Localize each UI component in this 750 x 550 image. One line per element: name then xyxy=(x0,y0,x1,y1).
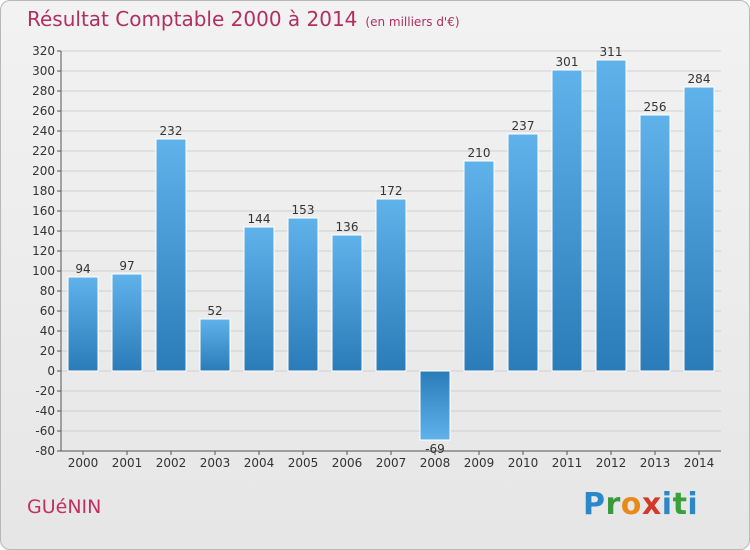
x-tick-label: 2004 xyxy=(244,456,275,470)
commune-name: GUéNIN xyxy=(27,496,102,518)
bar-2012 xyxy=(595,59,627,372)
logo-letter: P xyxy=(583,487,606,522)
chart-title-main: Résultat Comptable 2000 à 2014 xyxy=(27,7,358,31)
y-tick-label: 120 xyxy=(32,244,55,258)
y-tick-label: 300 xyxy=(32,64,55,78)
x-tick-label: 2013 xyxy=(640,456,671,470)
y-tick-label: 280 xyxy=(32,84,55,98)
y-tick-label: 0 xyxy=(47,364,55,378)
axis-layer: -80-60-40-200204060801001201401601802002… xyxy=(32,44,721,470)
bar-2003 xyxy=(199,318,231,372)
x-tick-label: 2005 xyxy=(288,456,319,470)
x-tick-label: 2000 xyxy=(68,456,99,470)
y-tick-label: 240 xyxy=(32,124,55,138)
y-tick-label: -20 xyxy=(35,384,55,398)
label-layer: 94 97 232 52 144 153 136 172 -69 210 237 301 311 256 2… xyxy=(75,45,710,456)
data-label-2013: 256 xyxy=(644,100,667,114)
x-tick-label: 2006 xyxy=(332,456,363,470)
y-tick-label: 60 xyxy=(40,304,55,318)
y-tick-label: 220 xyxy=(32,144,55,158)
x-tick-label: 2012 xyxy=(596,456,627,470)
y-tick-label: -60 xyxy=(35,424,55,438)
y-tick-label: 40 xyxy=(40,324,55,338)
x-tick-label: 2009 xyxy=(464,456,495,470)
bar-2000 xyxy=(67,276,99,372)
bar-2013 xyxy=(639,114,671,372)
bar-2011 xyxy=(551,69,583,372)
bar-2002 xyxy=(155,138,187,372)
y-tick-label: 260 xyxy=(32,104,55,118)
data-label-2012: 311 xyxy=(600,45,623,59)
x-tick-label: 2014 xyxy=(684,456,715,470)
y-tick-label: 160 xyxy=(32,204,55,218)
logo-letter: t xyxy=(672,487,688,522)
logo-letter: x xyxy=(641,487,662,522)
proxiti-logo: Proxiti xyxy=(583,487,698,522)
data-label-2006: 136 xyxy=(336,220,359,234)
bar-layer xyxy=(67,59,715,441)
data-label-2003: 52 xyxy=(207,304,222,318)
data-label-2004: 144 xyxy=(248,212,271,226)
y-tick-label: 200 xyxy=(32,164,55,178)
data-label-2011: 301 xyxy=(556,55,579,69)
y-tick-label: 80 xyxy=(40,284,55,298)
y-tick-label: 320 xyxy=(32,44,55,58)
chart-title: Résultat Comptable 2000 à 2014 (en millie… xyxy=(27,7,460,31)
x-tick-label: 2002 xyxy=(156,456,187,470)
y-tick-label: -80 xyxy=(35,444,55,458)
x-tick-label: 2008 xyxy=(420,456,451,470)
bar-2005 xyxy=(287,217,319,372)
y-tick-label: 180 xyxy=(32,184,55,198)
data-label-2001: 97 xyxy=(119,259,134,273)
logo-letter: o xyxy=(620,487,642,522)
logo-letter: i xyxy=(661,487,673,522)
data-label-2010: 237 xyxy=(512,119,535,133)
logo-letter: r xyxy=(605,487,621,522)
data-label-2002: 232 xyxy=(160,124,183,138)
y-tick-label: 100 xyxy=(32,264,55,278)
bar-2009 xyxy=(463,160,495,372)
data-label-2014: 284 xyxy=(688,72,711,86)
data-label-2008: -69 xyxy=(425,442,445,456)
x-tick-label: 2011 xyxy=(552,456,583,470)
logo-letter: i xyxy=(687,487,699,522)
chart-unit-label: (en milliers d'€) xyxy=(365,15,460,29)
y-tick-label: 140 xyxy=(32,224,55,238)
bar-2010 xyxy=(507,133,539,372)
x-tick-label: 2007 xyxy=(376,456,407,470)
bar-2006 xyxy=(331,234,363,372)
y-tick-label: 20 xyxy=(40,344,55,358)
bar-2007 xyxy=(375,198,407,372)
x-tick-label: 2001 xyxy=(112,456,143,470)
bar-2014 xyxy=(683,86,715,372)
data-label-2000: 94 xyxy=(75,262,90,276)
bar-2004 xyxy=(243,226,275,372)
x-tick-label: 2003 xyxy=(200,456,231,470)
x-tick-label: 2010 xyxy=(508,456,539,470)
bar-2008 xyxy=(419,370,451,441)
data-label-2007: 172 xyxy=(380,184,403,198)
y-tick-label: -40 xyxy=(35,404,55,418)
data-label-2005: 153 xyxy=(292,203,315,217)
bar-2001 xyxy=(111,273,143,372)
data-label-2009: 210 xyxy=(468,146,491,160)
